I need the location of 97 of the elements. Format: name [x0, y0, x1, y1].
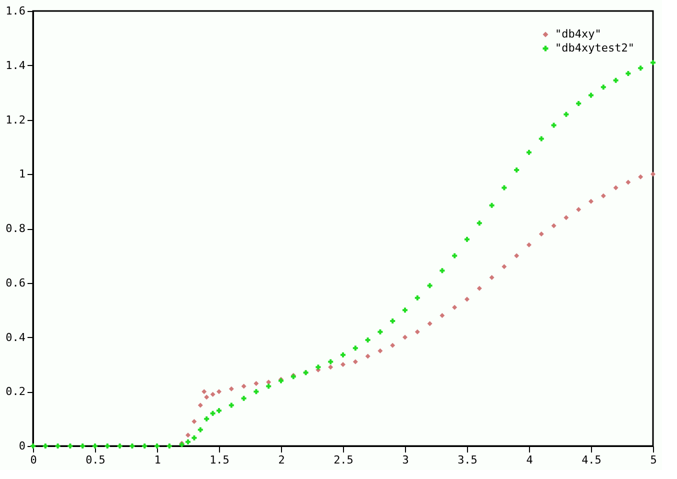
- point: [489, 274, 494, 280]
- point: [210, 410, 216, 416]
- y-tick-label: 0.4: [6, 330, 26, 344]
- point: [626, 180, 631, 185]
- point: [216, 389, 222, 394]
- point: [202, 389, 207, 394]
- point: [576, 206, 582, 212]
- x-tick-label: 0: [30, 454, 37, 466]
- point: [241, 384, 246, 389]
- x-tick-label: 5: [650, 454, 657, 466]
- point: [390, 342, 396, 348]
- point: [316, 364, 321, 370]
- point: [254, 380, 259, 386]
- point: [514, 168, 520, 173]
- point: [204, 416, 210, 422]
- point: [340, 362, 346, 367]
- point: [638, 174, 644, 180]
- legend-label: "db4xytest2": [555, 42, 634, 54]
- point: [626, 71, 631, 76]
- point: [328, 364, 334, 370]
- point: [440, 268, 445, 274]
- x-tick-label: 2: [278, 454, 285, 466]
- point: [427, 321, 432, 326]
- point: [228, 402, 234, 408]
- point: [526, 242, 532, 248]
- point: [588, 92, 594, 98]
- x-tick-label: 1.5: [210, 454, 230, 466]
- point: [216, 408, 222, 414]
- x-tick-label: 1: [154, 454, 161, 466]
- point: [241, 396, 246, 401]
- point: [476, 286, 482, 291]
- point: [650, 60, 656, 66]
- point: [538, 231, 544, 236]
- point: [551, 223, 556, 228]
- point: [198, 402, 203, 408]
- x-tick-label: 3: [402, 454, 409, 466]
- point: [576, 100, 582, 106]
- point: [365, 337, 370, 342]
- point: [414, 329, 420, 334]
- y-tick-label: 1.4: [6, 58, 26, 72]
- point: [390, 318, 396, 324]
- point: [440, 313, 445, 318]
- y-tick-label: 0.6: [6, 276, 26, 290]
- point: [266, 384, 272, 389]
- point: [402, 308, 408, 313]
- point: [192, 435, 197, 440]
- point: [600, 84, 606, 90]
- point: [600, 193, 606, 198]
- point: [452, 304, 458, 310]
- y-tick-label: 1.6: [6, 4, 26, 18]
- point: [588, 198, 594, 204]
- point: [192, 419, 197, 424]
- point: [489, 202, 494, 208]
- point: [414, 295, 420, 300]
- point: [564, 112, 569, 117]
- point: [514, 253, 520, 258]
- point: [638, 66, 644, 71]
- point: [204, 394, 210, 400]
- x-tick-label: 4.5: [582, 454, 602, 466]
- point: [502, 185, 507, 190]
- point: [476, 220, 482, 226]
- point: [452, 253, 458, 258]
- point: [365, 354, 370, 359]
- y-tick-label: 1.2: [6, 113, 26, 126]
- y-tick-label: 0: [18, 440, 26, 452]
- point: [186, 439, 190, 444]
- point: [352, 359, 358, 364]
- legend-label: "db4xy": [555, 28, 602, 40]
- point: [427, 283, 432, 288]
- x-tick-label: 4: [526, 454, 534, 466]
- point: [551, 122, 556, 128]
- y-tick-label: 0.8: [6, 222, 26, 235]
- point: [502, 264, 507, 270]
- point: [650, 172, 656, 177]
- point: [538, 136, 544, 142]
- point: [254, 389, 259, 394]
- point: [352, 346, 358, 351]
- point: [464, 296, 470, 302]
- point: [564, 215, 569, 220]
- point: [198, 427, 203, 432]
- x-tick-label: 3.5: [458, 454, 478, 466]
- point: [210, 392, 216, 397]
- point: [340, 352, 346, 358]
- point: [378, 348, 383, 354]
- point: [186, 432, 190, 438]
- point: [613, 78, 618, 83]
- point: [526, 150, 532, 155]
- point: [328, 359, 334, 364]
- point: [464, 236, 470, 242]
- point: [378, 329, 383, 334]
- y-tick-label: 1: [18, 168, 26, 181]
- point: [402, 334, 408, 340]
- x-tick-label: 2.5: [334, 454, 354, 466]
- x-tick-label: 0.5: [86, 454, 106, 466]
- point: [613, 185, 618, 190]
- point: [228, 386, 234, 392]
- y-tick-label: 0.2: [6, 385, 26, 398]
